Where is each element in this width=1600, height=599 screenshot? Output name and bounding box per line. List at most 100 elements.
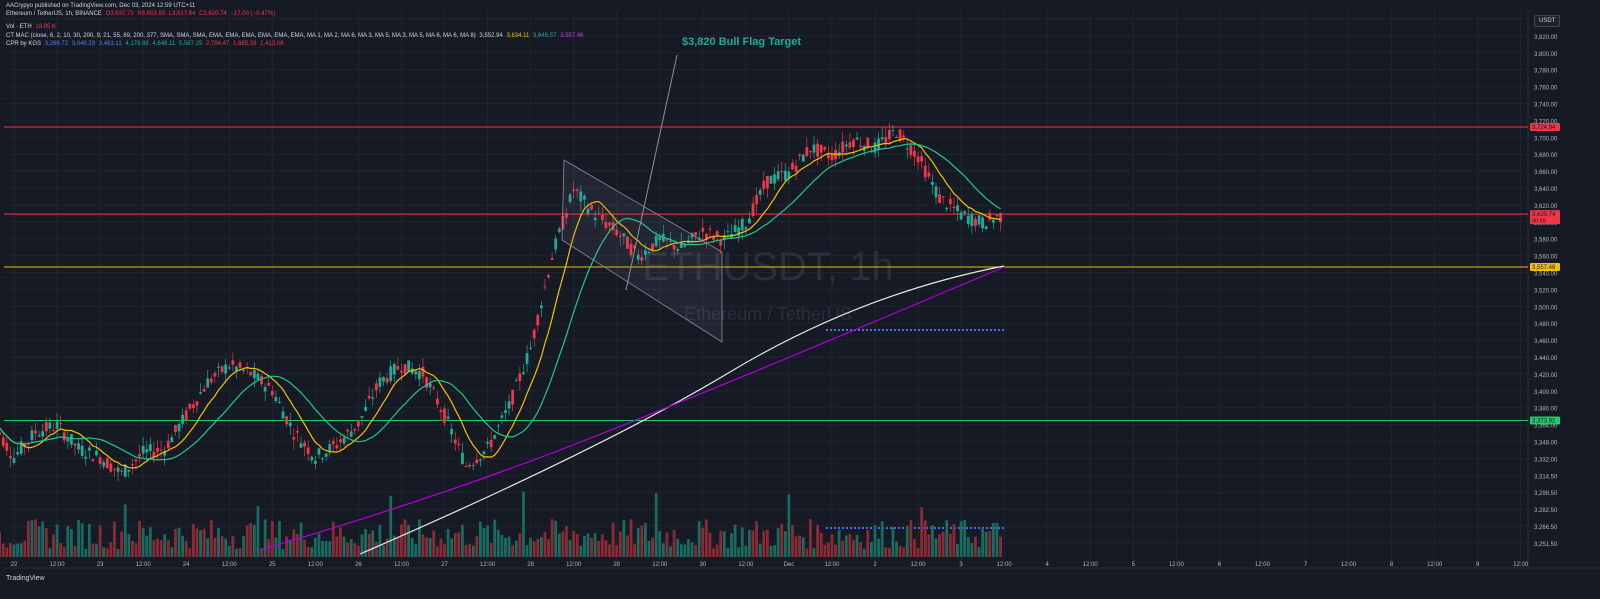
volume-bar xyxy=(48,548,52,557)
volume-bar xyxy=(539,537,543,557)
candle-body xyxy=(665,239,669,241)
candle-body xyxy=(227,367,231,369)
candle-body xyxy=(5,442,9,451)
candle-body xyxy=(913,150,916,157)
y-tick-label: 3,760.00 xyxy=(1534,86,1558,92)
candle-body xyxy=(575,189,579,191)
volume-bar xyxy=(532,541,536,557)
candle-body xyxy=(166,440,170,449)
volume-bar xyxy=(608,544,611,557)
volume-bar xyxy=(170,547,174,557)
volume-bar xyxy=(98,525,102,557)
volume-bar xyxy=(184,541,188,557)
volume-bar xyxy=(615,545,619,557)
candle-body xyxy=(704,233,708,240)
cpr-value-1: 3,266.72 xyxy=(44,41,69,47)
volume-bar xyxy=(583,535,586,557)
candle-body xyxy=(956,205,959,212)
candle-body xyxy=(435,398,439,405)
currency-button[interactable]: USDT xyxy=(1534,15,1561,27)
volume-bar xyxy=(522,491,525,557)
volume-bar xyxy=(217,528,220,557)
x-tick-label: 22 xyxy=(11,562,18,568)
volume-bar xyxy=(364,529,367,557)
x-tick-label: 6 xyxy=(1218,562,1222,568)
candle-body xyxy=(120,470,124,472)
volume-bar xyxy=(604,540,608,557)
volume-bar xyxy=(873,525,877,557)
candle-body xyxy=(830,154,834,161)
volume-bar xyxy=(382,545,385,557)
volume-bar xyxy=(970,543,974,557)
volume-bar xyxy=(938,534,941,557)
candle-body xyxy=(34,430,37,434)
candle-body xyxy=(84,456,88,459)
volume-bar xyxy=(317,533,321,557)
candle-body xyxy=(934,186,938,198)
volume-bar xyxy=(84,548,88,557)
candle-body xyxy=(826,154,830,159)
volume-value: 18.85 K xyxy=(35,24,57,30)
volume-bar xyxy=(468,544,472,557)
candle-body xyxy=(927,172,931,177)
volume-bar xyxy=(191,523,195,557)
candle-body xyxy=(981,217,985,229)
candle-body xyxy=(565,213,568,218)
volume-bar xyxy=(640,525,644,557)
candle-body xyxy=(12,457,16,463)
candle-body xyxy=(554,238,558,250)
volume-bar xyxy=(26,520,30,557)
candle-body xyxy=(91,459,95,462)
candle-body xyxy=(191,404,195,408)
candle-body xyxy=(278,401,281,403)
volume-bar xyxy=(127,534,131,557)
candle-body xyxy=(134,459,138,462)
volume-bar xyxy=(730,533,733,557)
candle-body xyxy=(798,154,802,156)
candle-body xyxy=(378,377,382,387)
candle-body xyxy=(945,207,949,210)
cpr-value-5: 4,648.11 xyxy=(152,41,176,47)
volume-bar xyxy=(44,528,48,557)
candle-body xyxy=(773,174,776,184)
candle-body xyxy=(661,233,665,242)
y-tick-label: 3,720.00 xyxy=(1534,119,1558,125)
volume-bar xyxy=(981,528,985,557)
candle-body xyxy=(66,438,70,442)
candle-body xyxy=(116,467,120,472)
candle-body xyxy=(396,365,400,370)
x-tick-label: 23 xyxy=(97,562,104,568)
y-tick-label: 3,820.00 xyxy=(1534,35,1558,41)
volume-bar xyxy=(475,536,479,557)
candle-body xyxy=(636,254,640,260)
volume-bar xyxy=(303,539,306,557)
candle-body xyxy=(421,366,425,377)
volume-bar xyxy=(285,536,289,557)
candle-body xyxy=(310,456,314,461)
volume-bar xyxy=(130,540,134,557)
candle-body xyxy=(184,410,188,421)
volume-bar xyxy=(934,538,938,557)
candle-body xyxy=(267,382,271,386)
volume-label: Vol · ETH xyxy=(6,24,32,30)
volume-legend: Vol · ETH 18.85 K xyxy=(6,24,58,32)
x-tick-label: 7 xyxy=(1304,562,1308,568)
cpr-value-4: 4,176.88 xyxy=(125,41,149,47)
candle-body xyxy=(335,445,339,449)
candle-body xyxy=(618,235,622,237)
candle-body xyxy=(809,150,812,153)
candle-body xyxy=(816,143,819,157)
volume-bar xyxy=(633,544,637,557)
x-tick-label: 27 xyxy=(441,562,448,568)
volume-bar xyxy=(579,545,583,557)
volume-bar xyxy=(489,542,493,557)
tradingview-logo[interactable]: TradingView xyxy=(6,575,45,582)
candle-body xyxy=(443,408,446,423)
volume-bar xyxy=(644,522,647,557)
candle-body xyxy=(909,145,913,156)
volume-bar xyxy=(504,538,507,557)
candle-body xyxy=(252,369,256,379)
candle-body xyxy=(220,366,224,373)
